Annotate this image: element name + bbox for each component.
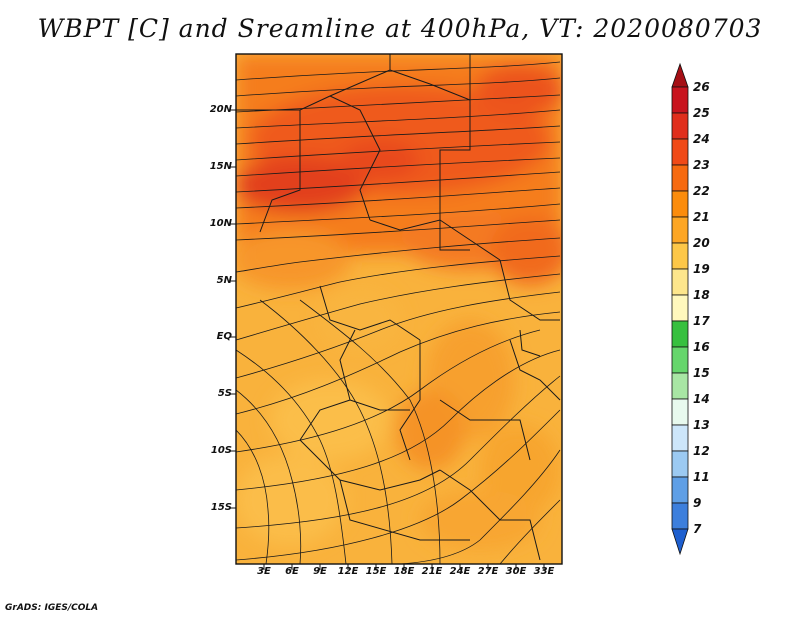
colorbar-cell xyxy=(671,372,689,400)
colorbar-cell xyxy=(671,424,689,452)
lon-label: 6E xyxy=(285,566,299,577)
colorbar-label: 12 xyxy=(693,444,710,458)
colorbar-label: 7 xyxy=(693,522,702,536)
colorbar-label: 9 xyxy=(693,496,702,510)
colorbar-cell xyxy=(671,398,689,426)
lon-ticks xyxy=(263,564,545,570)
colorbar-cell xyxy=(671,346,689,374)
colorbar-label: 15 xyxy=(693,366,710,380)
lon-label: 33E xyxy=(533,566,555,577)
lat-label: 15N xyxy=(209,161,232,172)
colorbar xyxy=(671,62,689,556)
colorbar-cell xyxy=(671,268,689,296)
colorbar-label: 18 xyxy=(693,288,710,302)
lat-label: 5S xyxy=(217,388,232,399)
lon-label: 15E xyxy=(365,566,387,577)
lon-label: 30E xyxy=(505,566,527,577)
colorbar-label: 13 xyxy=(693,418,710,432)
lon-label: 12E xyxy=(337,566,359,577)
colorbar-cell xyxy=(671,216,689,244)
streamlines xyxy=(236,61,561,564)
colorbar-label: 21 xyxy=(693,210,710,224)
colorbar-cell xyxy=(671,476,689,504)
colorbar-label: 17 xyxy=(693,314,710,328)
colorbar-cell xyxy=(671,190,689,218)
lat-label: 15S xyxy=(210,502,232,513)
colorbar-label: 24 xyxy=(693,132,710,146)
colorbar-label: 14 xyxy=(693,392,710,406)
lat-label: 20N xyxy=(209,104,232,115)
lat-label: 5N xyxy=(216,275,232,286)
colorbar-cell xyxy=(671,450,689,478)
colorbar-cell xyxy=(671,164,689,192)
temperature-field xyxy=(236,54,562,564)
colorbar-max-triangle xyxy=(671,62,689,88)
colorbar-label: 23 xyxy=(693,158,710,172)
country-borders xyxy=(236,54,561,561)
lon-label: 24E xyxy=(449,566,471,577)
colorbar-cell xyxy=(671,502,689,530)
lon-label: 3E xyxy=(257,566,271,577)
lat-label: EQ xyxy=(216,331,232,342)
colorbar-cell xyxy=(671,320,689,348)
colorbar-cell xyxy=(671,112,689,140)
grads-credit: GrADS: IGES/COLA xyxy=(5,603,99,613)
map-title: WBPT [C] and Sreamline at 400hPa, VT: 20… xyxy=(37,14,763,43)
lat-ticks xyxy=(230,109,236,509)
lon-label: 18E xyxy=(393,566,415,577)
colorbar-cell xyxy=(671,138,689,166)
lat-label: 10N xyxy=(209,218,232,229)
lon-label: 9E xyxy=(313,566,327,577)
colorbar-cell xyxy=(671,242,689,270)
map-frame xyxy=(235,53,563,565)
colorbar-label: 20 xyxy=(693,236,710,250)
colorbar-label: 25 xyxy=(693,106,710,120)
colorbar-cell xyxy=(671,294,689,322)
colorbar-label: 26 xyxy=(693,80,710,94)
colorbar-label: 19 xyxy=(693,262,710,276)
lon-label: 27E xyxy=(477,566,499,577)
colorbar-label: 16 xyxy=(693,340,710,354)
colorbar-label: 11 xyxy=(693,470,710,484)
lat-label: 10S xyxy=(210,445,232,456)
lon-label: 21E xyxy=(421,566,443,577)
colorbar-label: 22 xyxy=(693,184,710,198)
colorbar-cell xyxy=(671,86,689,114)
colorbar-min-triangle xyxy=(671,528,689,556)
